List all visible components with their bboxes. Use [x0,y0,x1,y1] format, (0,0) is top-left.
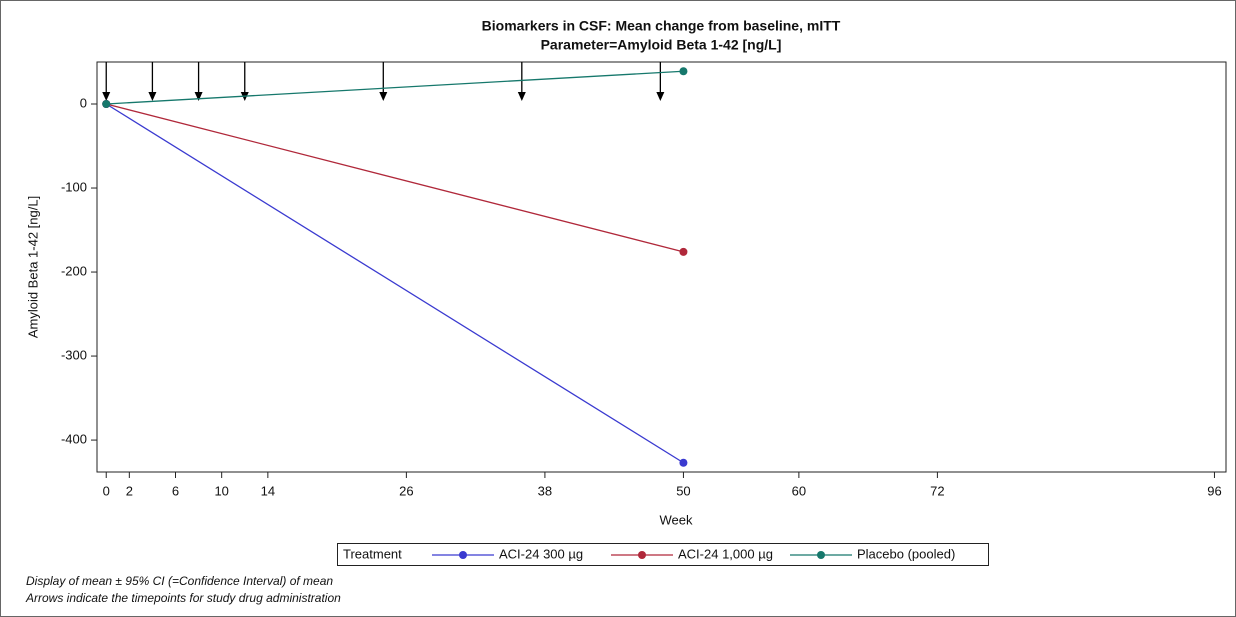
y-tick-label: -400 [61,432,87,447]
data-point [679,67,688,76]
x-tick-label: 50 [676,483,690,498]
y-tick-label: -200 [61,263,87,278]
data-point [102,100,111,109]
dosing-arrowhead [517,92,526,101]
y-tick-label: -100 [61,179,87,194]
data-point [679,458,688,467]
y-tick-label: 0 [80,95,87,110]
legend-marker [459,551,467,559]
legend-label: Placebo (pooled) [857,546,955,561]
legend-marker [817,551,825,559]
y-axis-label: Amyloid Beta 1-42 [ng/L] [25,196,40,338]
x-tick-label: 0 [103,483,110,498]
series-line [106,103,684,253]
legend-label: ACI-24 300 µg [499,546,583,561]
dosing-arrowhead [194,92,203,101]
series-line [105,103,684,464]
x-axis-label: Week [660,512,693,527]
plot-frame [96,61,1227,473]
chart-subtitle: Parameter=Amyloid Beta 1-42 [ng/L] [541,37,782,53]
x-tick-label: 6 [172,483,179,498]
x-tick-label: 14 [261,483,275,498]
x-tick-label: 10 [214,483,228,498]
x-tick-label: 2 [126,483,133,498]
legend-title: Treatment [343,546,402,561]
data-point [679,247,688,256]
legend-box [337,543,989,566]
footnote: Display of mean ± 95% CI (=Confidence In… [26,574,333,588]
y-tick-label: -300 [61,347,87,362]
x-tick-label: 60 [792,483,806,498]
legend-marker [638,551,646,559]
x-tick-label: 26 [399,483,413,498]
dosing-arrowhead [379,92,388,101]
series-line [106,70,684,105]
footnote: Arrows indicate the timepoints for study… [25,591,341,605]
legend-label: ACI-24 1,000 µg [678,546,773,561]
x-tick-label: 96 [1207,483,1221,498]
x-tick-label: 38 [538,483,552,498]
dosing-arrowhead [148,92,157,101]
dosing-arrowhead [656,92,665,101]
chart-title: Biomarkers in CSF: Mean change from base… [482,18,841,34]
dosing-arrowhead [102,92,111,101]
x-tick-label: 72 [930,483,944,498]
